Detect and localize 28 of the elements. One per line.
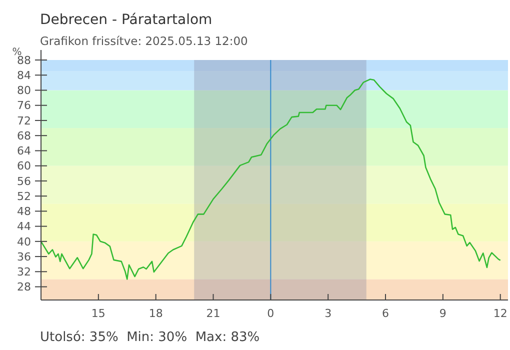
y-tick-label: 84 xyxy=(17,68,31,82)
y-tick-label: 76 xyxy=(17,99,31,112)
y-tick-label: 28 xyxy=(17,280,31,294)
x-tick-label: 3 xyxy=(324,307,332,320)
x-tick-label: 15 xyxy=(91,307,106,320)
x-tick-label: 12 xyxy=(493,307,508,320)
text: Utolsó: 35% Min: 30% Max: 83% xyxy=(40,330,260,345)
y-tick-label: 60 xyxy=(17,160,31,173)
x-tick-label: 6 xyxy=(382,307,390,320)
x-tick-label: 18 xyxy=(148,307,163,320)
y-tick-label: 72 xyxy=(17,114,31,128)
y-tick-label: 36 xyxy=(17,250,31,264)
y-tick-label: 48 xyxy=(17,205,31,218)
y-tick-label: 80 xyxy=(17,84,31,98)
y-tick-label: 52 xyxy=(17,190,31,203)
y-tick-label: 32 xyxy=(17,266,31,279)
y-tick-label: 64 xyxy=(17,144,31,158)
y-tick-label: 56 xyxy=(17,174,31,188)
line-series xyxy=(40,78,501,280)
x-tick-label: 9 xyxy=(439,307,446,320)
y-tick-label: 68 xyxy=(17,129,31,142)
x-tick-label: 21 xyxy=(206,307,220,320)
chart-title: Debrecen - Páratartalom xyxy=(40,12,212,28)
x-tick-label: 0 xyxy=(267,307,274,320)
chart-subtitle: Grafikon frissítve: 2025.05.13 12:00 xyxy=(40,34,248,48)
y-tick-label: 88 xyxy=(17,54,31,67)
y-tick-label: 44 xyxy=(17,220,31,234)
y-tick-label: 40 xyxy=(17,235,31,248)
